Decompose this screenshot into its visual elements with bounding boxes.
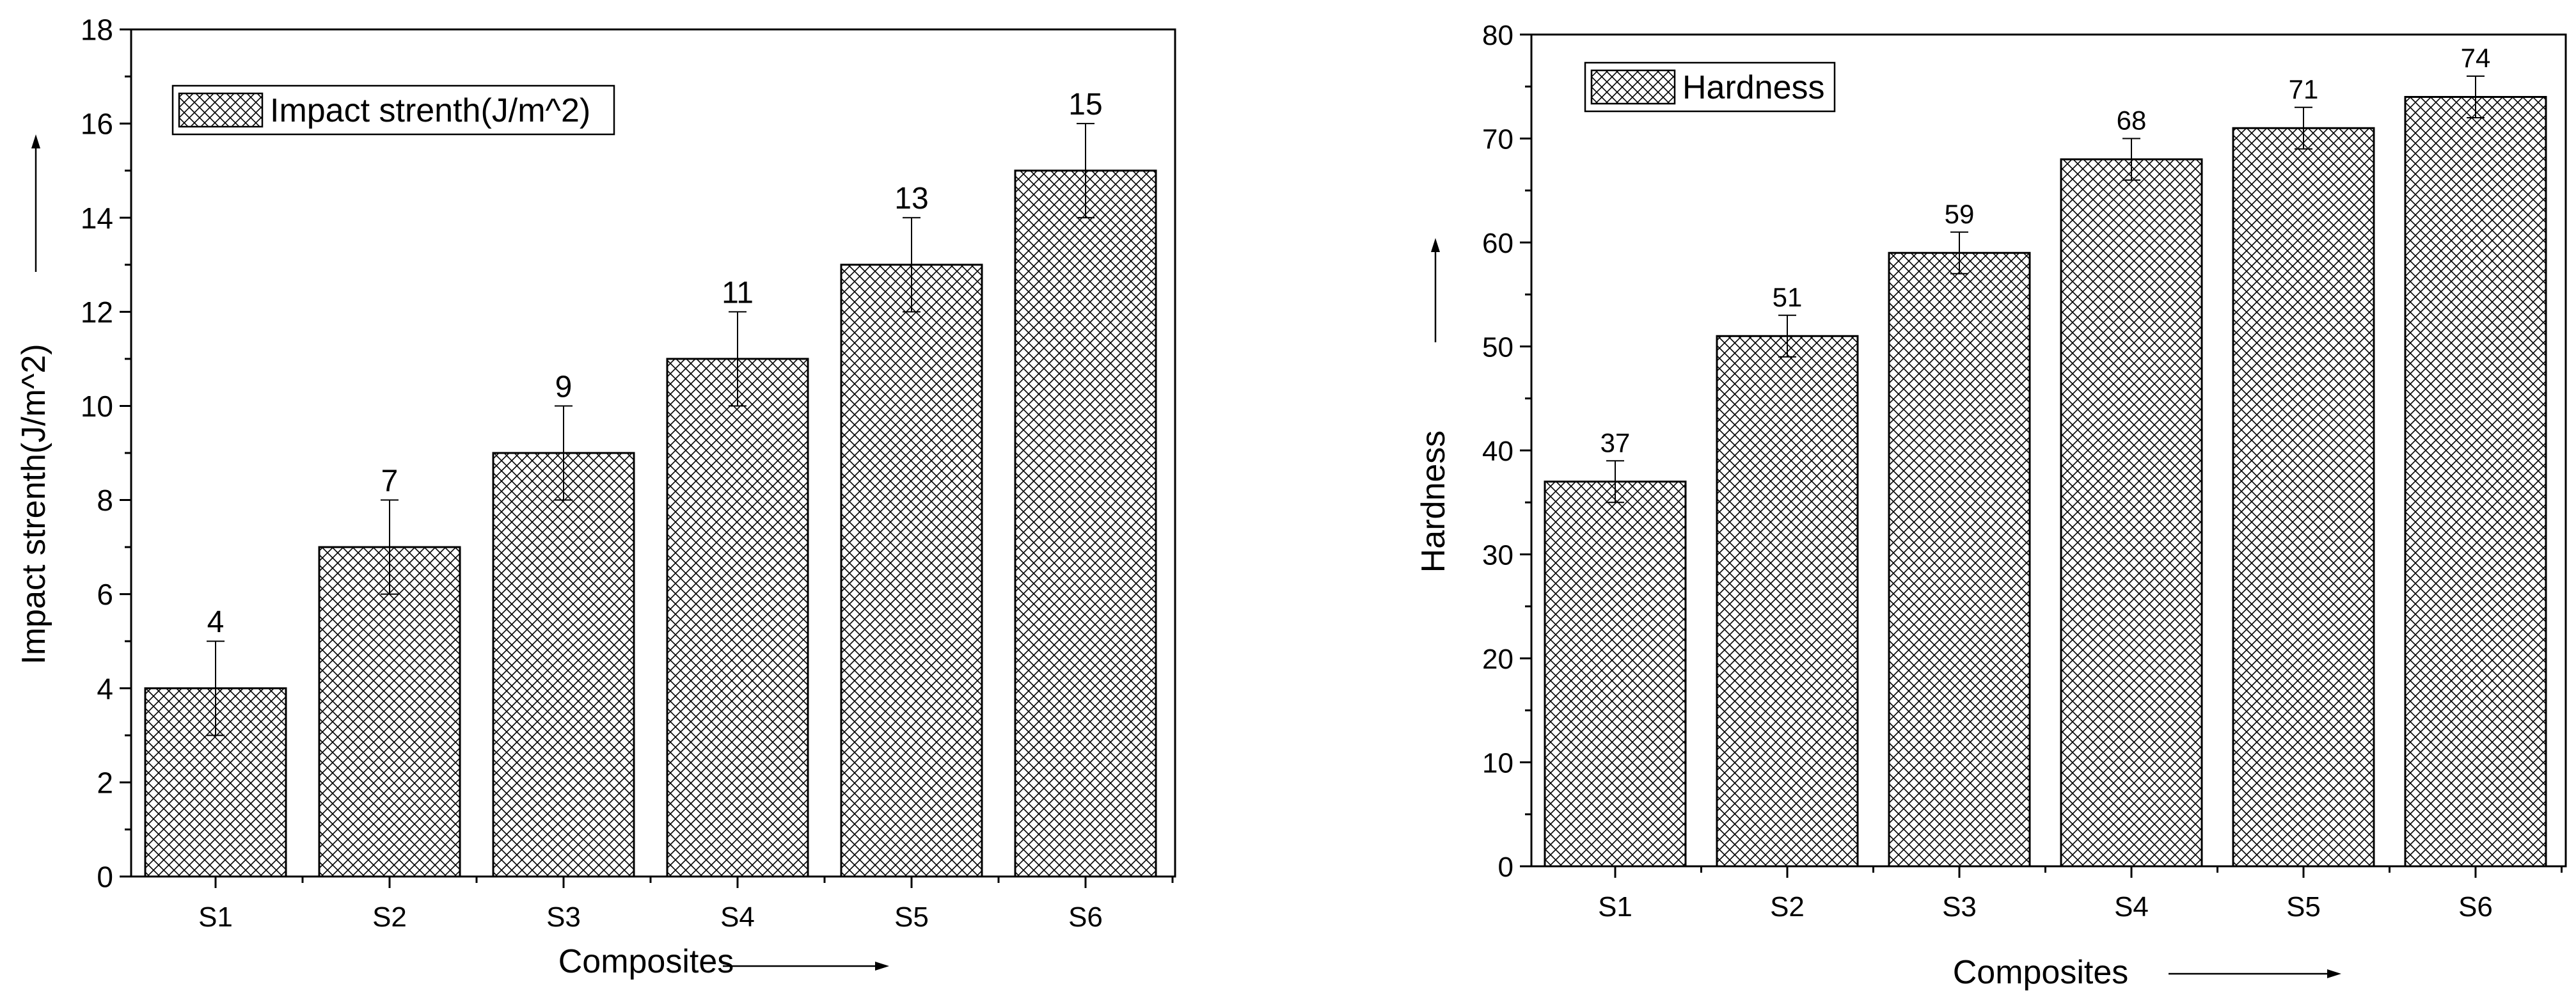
data-label-s6: 74	[2461, 43, 2491, 73]
y-tick-label-0: 0	[97, 861, 113, 894]
bar-s4	[666, 358, 809, 878]
y-tick-label-30: 30	[1482, 539, 1513, 571]
y-tick-label-14: 14	[81, 202, 113, 235]
y-tick-label-10: 10	[1482, 747, 1513, 779]
y-axis-label: Impact strenth(J/m^2)	[15, 344, 52, 664]
y-tick-label-10: 10	[81, 390, 113, 423]
y-tick-label-70: 70	[1482, 123, 1513, 155]
bar-s4	[2060, 158, 2203, 868]
y-tick-label-0: 0	[1498, 852, 1513, 883]
x-axis-arrow-head	[2327, 969, 2341, 978]
bar-s3	[492, 452, 635, 878]
y-tick-label-16: 16	[81, 107, 113, 141]
y-tick-label-20: 20	[1482, 644, 1513, 675]
legend-label: Hardness	[1682, 69, 1825, 106]
x-tick-label-s2: S2	[372, 901, 407, 933]
bar-s1	[1544, 480, 1687, 868]
legend-swatch	[178, 92, 264, 128]
data-label-s4: 68	[2117, 106, 2147, 136]
y-tick-label-50: 50	[1482, 331, 1513, 363]
y-tick-label-18: 18	[81, 13, 113, 47]
x-axis-label: Composites	[558, 943, 734, 980]
bar-s2	[318, 546, 461, 878]
bar-s6	[1014, 170, 1157, 878]
x-tick-label-s5: S5	[894, 901, 929, 933]
y-tick-label-40: 40	[1482, 436, 1513, 467]
y-tick-label-8: 8	[97, 484, 113, 517]
hardness-chart: 37 51 59 68 71 74 0 10 20 30 40 50 60 70 80 S1 S2 S3 S4 S5 S…	[1415, 20, 2567, 991]
y-tick-label-60: 60	[1482, 228, 1513, 259]
x-tick-label-s1: S1	[198, 901, 233, 933]
y-axis-label: Hardness	[1415, 431, 1452, 573]
data-label-s3: 9	[555, 370, 573, 404]
x-tick-label-s2: S2	[1770, 891, 1805, 923]
x-tick-label-s6: S6	[1068, 901, 1103, 933]
legend-label: Impact strenth(J/m^2)	[270, 92, 590, 129]
x-tick-label-s1: S1	[1598, 891, 1632, 923]
x-tick-label-s6: S6	[2458, 891, 2493, 923]
impact-strength-chart: 4 7 9 11 13 15 0 2 4 6 8 10 12 14 16 18 S1 S2 S3 S4 S5 S6 Impa…	[15, 13, 1176, 980]
y-axis-arrow-head	[31, 134, 40, 148]
y-tick-label-6: 6	[97, 578, 113, 611]
data-label-s1: 37	[1600, 427, 1631, 457]
x-axis-label: Composites	[1953, 954, 2129, 991]
data-label-s2: 7	[381, 464, 399, 498]
data-label-s3: 59	[1945, 199, 1975, 229]
y-tick-label-80: 80	[1482, 20, 1513, 51]
legend-swatch	[1590, 69, 1676, 105]
x-tick-label-s3: S3	[546, 901, 581, 933]
x-tick-label-s4: S4	[2114, 891, 2149, 923]
bar-s5	[840, 264, 983, 878]
bar-s3	[1888, 251, 2031, 868]
data-label-s5: 71	[2289, 74, 2319, 104]
y-tick-label-4: 4	[97, 672, 113, 705]
x-tick-label-s5: S5	[2286, 891, 2321, 923]
bar-s5	[2232, 127, 2375, 868]
data-label-s2: 51	[1773, 282, 1803, 312]
x-tick-label-s3: S3	[1942, 891, 1977, 923]
bar-s6	[2404, 96, 2547, 868]
x-axis-arrow-head	[875, 962, 889, 971]
x-tick-label-s4: S4	[720, 901, 755, 933]
data-label-s5: 13	[894, 182, 928, 216]
y-axis-arrow-head	[1431, 238, 1440, 252]
data-label-s6: 15	[1068, 88, 1102, 122]
y-tick-label-2: 2	[97, 766, 113, 799]
bar-s2	[1716, 335, 1859, 868]
data-label-s4: 11	[722, 276, 754, 310]
y-tick-label-12: 12	[81, 296, 113, 329]
data-label-s1: 4	[207, 605, 225, 639]
